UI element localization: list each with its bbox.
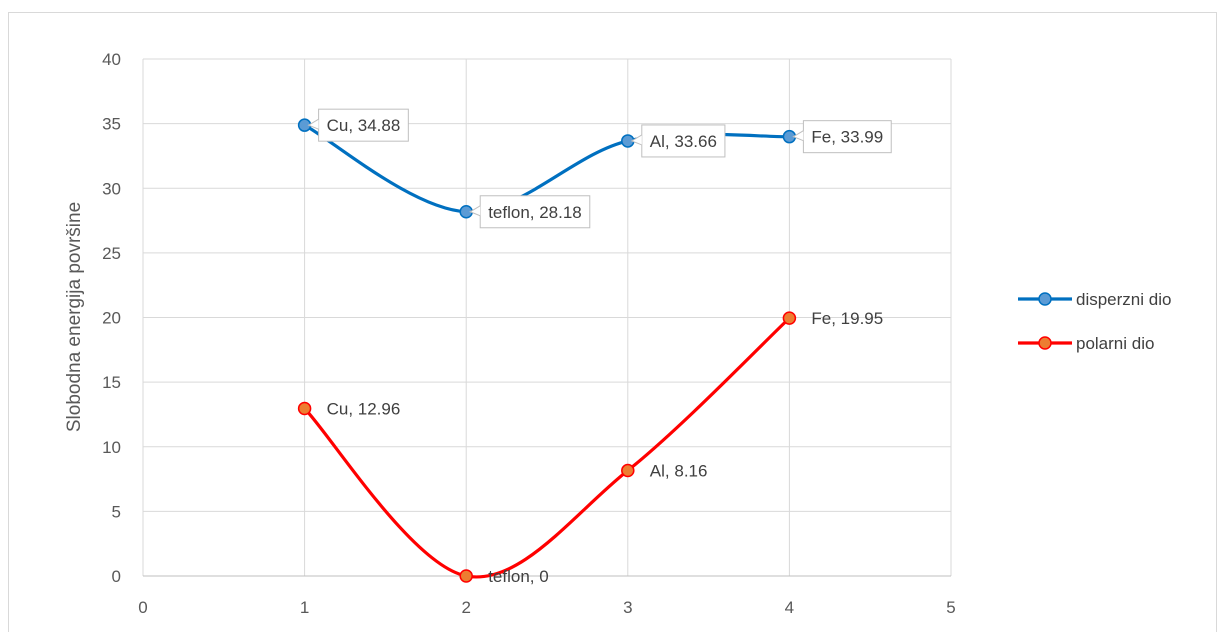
series-lines	[303, 123, 791, 579]
data-label-text: Fe, 33.99	[811, 128, 883, 147]
data-label-text: Al, 33.66	[650, 132, 717, 151]
legend-label: polarni dio	[1076, 334, 1154, 353]
y-tick-label: 5	[112, 502, 121, 521]
y-tick-label: 20	[102, 309, 121, 328]
y-tick-label: 25	[102, 244, 121, 263]
x-tick-label: 4	[785, 598, 794, 617]
y-tick-label: 15	[102, 373, 121, 392]
x-tick-label: 5	[946, 598, 955, 617]
data-label: teflon, 28.18	[469, 195, 591, 229]
y-tick-label: 0	[112, 567, 121, 586]
data-label-text: Al, 8.16	[650, 462, 708, 481]
data-point[interactable]	[297, 401, 312, 416]
y-tick-label: 10	[102, 438, 121, 457]
data-label-pointer	[469, 205, 481, 217]
legend-item-2[interactable]: polarni dio	[1018, 334, 1154, 353]
data-label-text: teflon, 0	[488, 567, 549, 586]
data-label-text: Cu, 12.96	[327, 399, 401, 418]
data-point[interactable]	[621, 463, 635, 478]
series-line-2	[303, 316, 791, 579]
data-label-box	[641, 124, 726, 158]
legend-marker	[1038, 336, 1052, 350]
x-tick-label: 2	[461, 598, 470, 617]
x-tick-label: 1	[300, 598, 309, 617]
x-tick-label: 3	[623, 598, 632, 617]
y-tick-label: 40	[102, 50, 121, 69]
data-point[interactable]	[782, 311, 797, 325]
data-label-text: Cu, 34.88	[327, 116, 401, 135]
legend-marker	[1038, 292, 1052, 306]
legend-item-1[interactable]: disperzni dio	[1018, 290, 1171, 309]
y-tick-label: 35	[102, 115, 121, 134]
data-labels: Cu, 34.88 teflon, 28.18 Al, 33.66 Fe, 33.99…	[307, 108, 892, 586]
data-point[interactable]	[459, 569, 473, 583]
legend-label: disperzni dio	[1076, 290, 1171, 309]
data-label-text: teflon, 28.18	[488, 203, 582, 222]
y-axis-title: Slobodna energija površine	[64, 202, 85, 432]
data-label-pointer	[307, 118, 319, 130]
data-label: Cu, 34.88	[307, 108, 409, 142]
legend: disperzni dio polarni dio	[1018, 290, 1171, 353]
data-label: Al, 33.66	[630, 124, 726, 158]
data-label-box	[802, 120, 892, 154]
data-label-text: Fe, 19.95	[811, 309, 883, 328]
data-label: Fe, 33.99	[792, 120, 892, 154]
data-label-pointer	[792, 130, 804, 142]
y-tick-label: 30	[102, 179, 121, 198]
x-tick-label: 0	[138, 598, 147, 617]
series-points	[297, 118, 797, 583]
data-label-pointer	[630, 134, 643, 146]
axes: 0 5 10 15 20 25 30 35 40 0 1 2 3 4 5	[102, 50, 956, 617]
data-label-box	[318, 108, 409, 142]
